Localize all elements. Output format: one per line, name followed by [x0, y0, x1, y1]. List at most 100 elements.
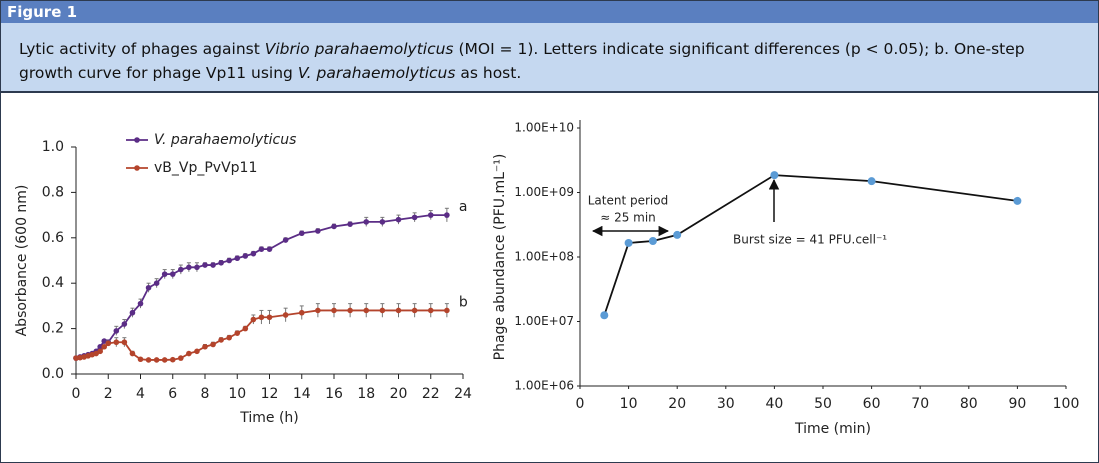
marker: [331, 307, 337, 314]
marker: [315, 307, 321, 314]
annotation: Latent period: [588, 194, 668, 208]
x-tick-label: 10: [620, 396, 638, 412]
marker: [186, 264, 192, 271]
marker: [145, 284, 152, 291]
marker: [600, 311, 609, 320]
marker: [121, 321, 128, 327]
marker: [101, 343, 108, 350]
x-axis-title: Time (h): [239, 410, 299, 426]
marker: [202, 343, 208, 350]
marker: [145, 357, 152, 363]
marker: [169, 271, 176, 277]
x-tick-label: 80: [960, 396, 978, 412]
y-tick-label: 1.00E+06: [514, 379, 574, 393]
marker: [444, 212, 450, 218]
marker: [194, 264, 200, 271]
x-tick-label: 90: [1008, 396, 1026, 412]
marker: [161, 271, 168, 277]
series-annotation: b: [459, 294, 468, 310]
marker: [266, 246, 273, 252]
marker: [218, 337, 224, 343]
caption-text: V. parahaemolyticus: [297, 64, 456, 82]
marker: [363, 219, 370, 225]
y-tick-label: 0.8: [42, 184, 64, 200]
y-axis-title: Absorbance (600 nm): [14, 185, 30, 337]
marker: [648, 237, 657, 246]
legend-marker: [134, 137, 140, 143]
series-line: [75, 309, 447, 361]
marker: [169, 356, 176, 363]
marker: [234, 330, 241, 336]
marker: [427, 307, 434, 314]
marker: [266, 314, 273, 321]
x-tick-label: 22: [422, 386, 440, 402]
marker: [121, 339, 128, 346]
annotation: Burst size = 41 PFU.cell⁻¹: [733, 233, 887, 247]
marker: [673, 230, 682, 239]
y-tick-label: 0.4: [42, 275, 64, 291]
legend-marker: [134, 165, 140, 171]
legend-label: V. parahaemolyticus: [154, 132, 296, 148]
marker: [411, 307, 418, 314]
marker: [867, 177, 876, 186]
marker: [250, 316, 257, 323]
y-tick-label: 1.00E+08: [514, 250, 574, 264]
marker: [395, 307, 402, 314]
marker: [194, 348, 200, 355]
x-tick-label: 24: [454, 386, 472, 402]
marker: [137, 356, 144, 363]
caption-text: Lytic activity of phages against: [19, 40, 265, 58]
marker: [178, 355, 184, 361]
marker: [282, 312, 289, 318]
x-tick-label: 6: [168, 386, 177, 402]
x-axis-title: Time (min): [794, 421, 871, 437]
x-tick-label: 12: [261, 386, 279, 402]
marker: [218, 259, 224, 266]
y-tick-label: 0.2: [42, 321, 64, 337]
x-tick-label: 18: [357, 386, 375, 402]
marker: [97, 343, 103, 350]
marker: [226, 257, 232, 264]
legend-label: vB_Vp_PvVp11: [154, 160, 257, 176]
marker: [395, 216, 402, 223]
y-tick-label: 0.6: [42, 230, 64, 246]
caption-text: (MOI = 1). Letters indicate significant …: [19, 40, 1025, 82]
marker: [161, 357, 168, 363]
marker: [242, 253, 249, 259]
marker: [153, 357, 160, 363]
caption-text: Vibrio parahaemolyticus: [264, 40, 454, 58]
marker: [258, 246, 265, 252]
marker: [298, 230, 305, 237]
marker: [1013, 196, 1022, 205]
caption-text: as host.: [455, 64, 522, 82]
marker: [113, 328, 120, 334]
series-line: [75, 214, 447, 359]
marker: [444, 307, 450, 314]
marker: [282, 237, 289, 243]
x-tick-label: 0: [72, 386, 81, 402]
x-tick-label: 10: [228, 386, 246, 402]
marker: [250, 250, 257, 257]
annotation: ≈ 25 min: [600, 211, 656, 225]
marker: [226, 334, 232, 341]
marker: [411, 214, 418, 221]
marker: [137, 300, 144, 307]
y-axis-title: Phage abundance (PFU.mL⁻¹): [492, 154, 508, 361]
y-tick-label: 0.0: [42, 366, 64, 382]
marker: [624, 238, 633, 247]
marker: [770, 171, 779, 180]
x-tick-label: 16: [325, 386, 343, 402]
series: [73, 207, 450, 361]
x-tick-label: 0: [576, 396, 585, 412]
marker: [210, 341, 216, 348]
marker: [379, 307, 386, 314]
x-tick-label: 70: [911, 396, 929, 412]
caption: Lytic activity of phages against Vibrio …: [1, 23, 1098, 93]
x-tick-label: 100: [1053, 396, 1080, 412]
y-tick-label: 1.00E+07: [514, 314, 574, 328]
marker: [202, 262, 208, 268]
marker: [234, 255, 241, 262]
marker: [258, 314, 265, 321]
marker: [129, 309, 136, 316]
marker: [427, 212, 434, 218]
